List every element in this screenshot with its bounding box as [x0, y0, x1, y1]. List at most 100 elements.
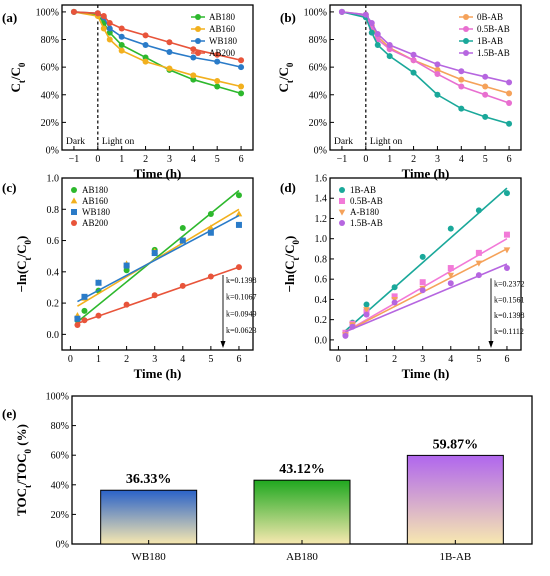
- y-tick-label: 20%: [51, 510, 69, 521]
- label-part: /C: [282, 244, 297, 258]
- legend-label: AB180: [209, 12, 236, 22]
- legend-marker: [463, 38, 469, 44]
- fit-line: [345, 248, 508, 333]
- y-tick-label: 0.6: [47, 236, 60, 247]
- y-tick-label: 0.2: [315, 315, 328, 326]
- data-point: [338, 8, 345, 15]
- label-part: t: [23, 485, 33, 488]
- x-tick-label: WB180: [132, 551, 167, 563]
- x-tick-label: 0: [95, 154, 100, 165]
- legend-marker: [339, 220, 345, 226]
- data-point: [342, 332, 349, 339]
- y-tick-label: 1.0: [47, 174, 60, 185]
- data-point: [151, 292, 158, 299]
- label-part: (%): [14, 424, 29, 449]
- dark-label: Dark: [66, 137, 85, 147]
- k-arrow-head: [488, 341, 494, 348]
- data-point: [214, 83, 221, 90]
- data-point: [482, 91, 489, 98]
- panel-b: −1 0 1 2 3 4 5 60%20%40%60%80%100%Time (h)Ct/C0…: [276, 4, 522, 181]
- y-tick-label: 60%: [309, 63, 327, 74]
- legend-marker: [463, 14, 469, 20]
- legend-marker: [71, 187, 77, 193]
- rate-constant-label: k=0.1398: [494, 311, 525, 320]
- legend-marker: [195, 50, 201, 56]
- data-point: [506, 90, 513, 97]
- data-point: [238, 57, 245, 64]
- data-point: [368, 29, 375, 36]
- x-tick-label: 5: [215, 154, 220, 165]
- series-line: [73, 11, 242, 88]
- y-tick-label: 40%: [309, 90, 327, 101]
- panel-label-d: (d): [280, 180, 296, 195]
- data-point: [434, 71, 441, 78]
- x-tick-label: 4: [448, 354, 453, 365]
- data-point: [70, 8, 77, 15]
- label-part: 0: [23, 448, 33, 453]
- y-tick-label: 100%: [46, 392, 69, 403]
- legend-label: 1B-AB: [477, 36, 503, 46]
- legend-marker: [338, 209, 346, 216]
- label-part: 0: [291, 239, 301, 244]
- legend-label: 1.5B-AB: [477, 48, 510, 58]
- data-point: [386, 42, 393, 49]
- panel-e: 0% 20% 40% 60% 80% 100% TOCt/TOC0 (%) 36.33% WB1…: [14, 392, 533, 563]
- data-point: [238, 83, 245, 90]
- y-axis-label: Ct/C0: [276, 62, 295, 92]
- data-point: [238, 64, 245, 71]
- series-line: [341, 11, 510, 104]
- series-WB180: [74, 214, 242, 322]
- y-tick-label: 40%: [41, 90, 59, 101]
- y-tick-label: 1.0: [315, 234, 328, 245]
- y-tick-label: 0%: [56, 540, 69, 551]
- panel-c: 0 1 2 3 4 5 6 0.0 0.2 0.4 0.6 0.8 1.0 Time (h) −ln(Ct/…: [14, 174, 257, 382]
- y-tick-label: 100%: [304, 7, 327, 18]
- series-line: [341, 11, 510, 84]
- data-point: [235, 210, 243, 217]
- data-point: [374, 31, 381, 37]
- data-point: [434, 66, 441, 73]
- data-point: [458, 83, 465, 90]
- y-tick-label: 40%: [51, 480, 69, 491]
- x-tick-label: 0: [68, 354, 73, 365]
- legend-marker: [195, 38, 201, 44]
- data-point: [166, 65, 173, 72]
- k-arrow-head: [220, 341, 226, 348]
- legend-marker: [339, 187, 345, 193]
- data-point: [363, 301, 370, 308]
- label-part: t: [291, 257, 301, 260]
- data-point: [151, 250, 158, 257]
- x-tick-label: 4: [191, 154, 196, 165]
- data-point: [410, 57, 417, 64]
- x-tick-label: 5: [483, 154, 488, 165]
- data-point: [410, 69, 417, 76]
- fit-line: [345, 238, 508, 333]
- data-point: [100, 13, 107, 20]
- data-point: [74, 315, 81, 322]
- legend-label: 0.5B-AB: [477, 24, 510, 34]
- x-tick-label: 6: [236, 354, 241, 365]
- y-tick-label: 0.8: [315, 254, 328, 265]
- bar-value-label: 36.33%: [126, 472, 172, 487]
- bar-1B-AB: [406, 454, 504, 545]
- data-point: [118, 47, 125, 54]
- data-point: [434, 61, 441, 68]
- light-on-label: Light on: [370, 137, 403, 147]
- data-point: [506, 120, 513, 127]
- data-point: [214, 77, 221, 84]
- y-tick-label: 0.0: [315, 335, 328, 346]
- x-tick-label: 4: [459, 154, 464, 165]
- label-part: ): [282, 236, 297, 240]
- label-part: /TOC: [14, 453, 29, 486]
- x-axis-label: Time (h): [134, 166, 182, 181]
- bar-value-label: 43.12%: [279, 462, 325, 477]
- x-tick-label: 2: [411, 154, 416, 165]
- plot-frame: [329, 4, 522, 151]
- x-tick-label: AB180: [286, 551, 318, 563]
- data-point: [419, 279, 426, 286]
- data-point: [419, 287, 426, 294]
- y-tick-label: 20%: [41, 118, 59, 129]
- data-point: [214, 51, 221, 58]
- y-tick-label: 0.6: [315, 275, 328, 286]
- data-point: [95, 279, 102, 286]
